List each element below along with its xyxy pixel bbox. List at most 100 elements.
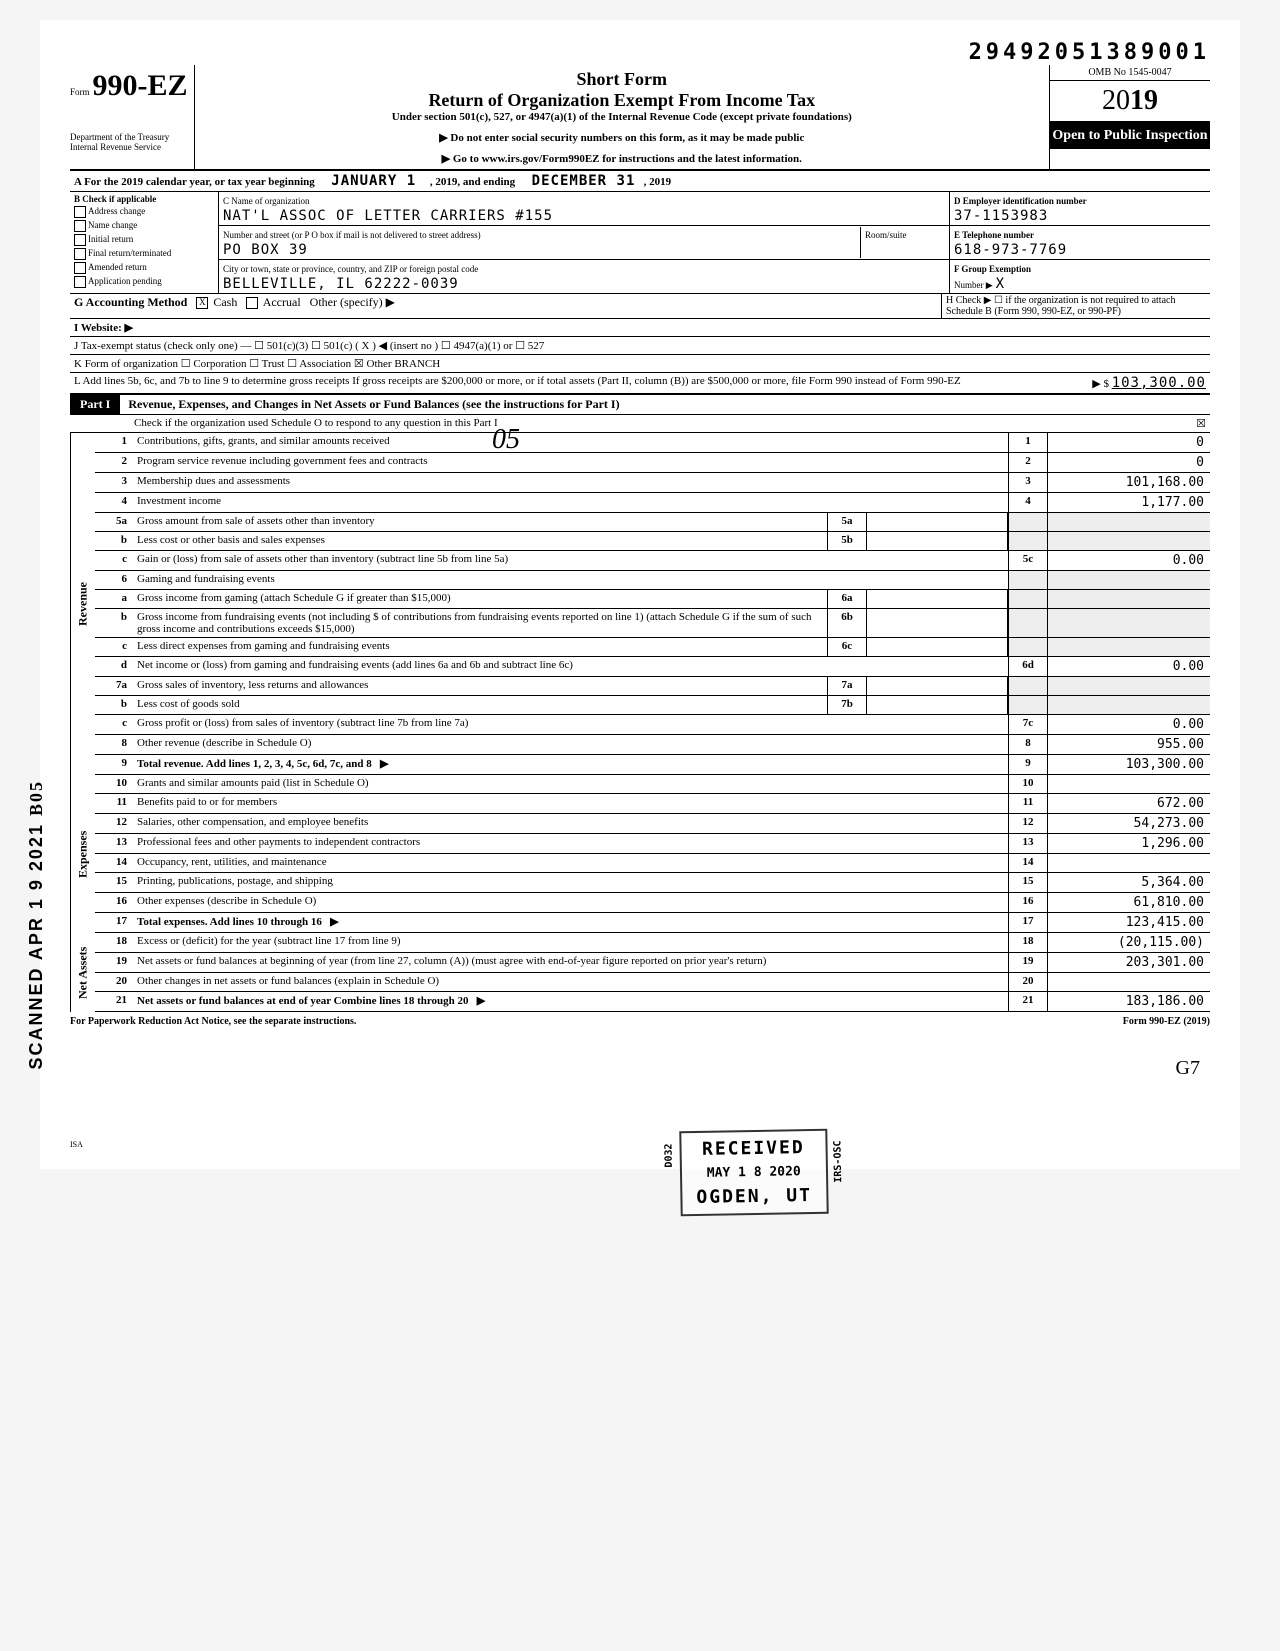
- l9-amt: 103,300.00: [1048, 755, 1210, 774]
- l6-shade-amt: [1048, 571, 1210, 589]
- ein: 37-1153983: [954, 208, 1048, 224]
- l7a-desc: Gross sales of inventory, less returns a…: [133, 677, 827, 695]
- phone: 618-973-7769: [954, 242, 1067, 258]
- org-street: PO BOX 39: [223, 242, 308, 258]
- org-ids: D Employer identification number 37-1153…: [949, 192, 1210, 294]
- part1-tag: Part I: [70, 395, 120, 414]
- part1-check-line: Check if the organization used Schedule …: [70, 415, 1210, 433]
- l11-box: 11: [1008, 794, 1048, 813]
- l2-desc: Program service revenue including govern…: [133, 453, 1008, 472]
- l5c-box: 5c: [1008, 551, 1048, 570]
- l13-amt: 1,296.00: [1048, 834, 1210, 853]
- l5b-shade: [1008, 532, 1048, 550]
- l-text: L Add lines 5b, 6c, and 7b to line 9 to …: [74, 375, 1006, 391]
- l6-desc: Gaming and fundraising events: [133, 571, 1008, 589]
- l19-amt: 203,301.00: [1048, 953, 1210, 972]
- l6c-mini: 6c: [827, 638, 866, 656]
- expenses-section: Expenses 10Grants and similar amounts pa…: [70, 775, 1210, 933]
- accrual-checkbox[interactable]: [246, 297, 258, 309]
- l7b-miniamt: [866, 696, 1008, 714]
- l21-arrow: ▶: [477, 995, 485, 1007]
- l7b-num: b: [95, 696, 133, 714]
- final-return-checkbox[interactable]: [74, 248, 86, 260]
- title-return: Return of Organization Exempt From Incom…: [203, 90, 1041, 111]
- l9-arrow: ▶: [380, 758, 388, 770]
- l8-amt: 955.00: [1048, 735, 1210, 754]
- cal-suffix: , 2019: [644, 176, 672, 188]
- l3-num: 3: [95, 473, 133, 492]
- l13-box: 13: [1008, 834, 1048, 853]
- l6a-miniamt: [866, 590, 1008, 608]
- street-label: Number and street (or P O box if mail is…: [223, 230, 481, 240]
- l6a-shade-amt: [1048, 590, 1210, 608]
- title-box: Short Form Return of Organization Exempt…: [194, 65, 1050, 169]
- l12-box: 12: [1008, 814, 1048, 833]
- l13-desc: Professional fees and other payments to …: [133, 834, 1008, 853]
- l6-num: 6: [95, 571, 133, 589]
- l6d-desc: Net income or (loss) from gaming and fun…: [133, 657, 1008, 676]
- l5b-num: b: [95, 532, 133, 550]
- l9-num: 9: [95, 755, 133, 774]
- open-public-badge: Open to Public Inspection: [1050, 122, 1210, 149]
- scanned-stamp: SCANNED APR 1 9 2021 B05: [26, 780, 47, 1069]
- l3-amt: 101,168.00: [1048, 473, 1210, 492]
- cash-label: Cash: [213, 295, 237, 309]
- form-page: 29492051389001 Form 990-EZ Department of…: [40, 20, 1240, 1169]
- org-city: BELLEVILLE, IL 62222-0039: [223, 276, 459, 292]
- stamp-irs: IRS-OSC: [832, 1140, 844, 1182]
- l1-box: 1: [1008, 433, 1048, 452]
- addr-change-checkbox[interactable]: [74, 206, 86, 218]
- l4-desc: Investment income: [133, 493, 1008, 512]
- g7-mark: G7: [70, 1027, 1210, 1080]
- footer-left: For Paperwork Reduction Act Notice, see …: [70, 1016, 356, 1027]
- l10-box: 10: [1008, 775, 1048, 793]
- l2-num: 2: [95, 453, 133, 472]
- l6b-desc: Gross income from fundraising events (no…: [133, 609, 827, 637]
- amended-checkbox[interactable]: [74, 262, 86, 274]
- l5b-mini: 5b: [827, 532, 866, 550]
- name-change-checkbox[interactable]: [74, 220, 86, 232]
- h-text: H Check ▶ ☐ if the organization is not r…: [941, 294, 1210, 319]
- l12-num: 12: [95, 814, 133, 833]
- right-header-box: OMB No 1545-0047 2019 Open to Public Ins…: [1050, 65, 1210, 169]
- l12-desc: Salaries, other compensation, and employ…: [133, 814, 1008, 833]
- initial-return-checkbox[interactable]: [74, 234, 86, 246]
- l6b-shade-amt: [1048, 609, 1210, 637]
- l19-desc: Net assets or fund balances at beginning…: [133, 953, 1008, 972]
- l6c-desc: Less direct expenses from gaming and fun…: [133, 638, 827, 656]
- calendar-year-row: A For the 2019 calendar year, or tax yea…: [70, 171, 1210, 192]
- l6b-num: b: [95, 609, 133, 637]
- org-name: NAT'L ASSOC OF LETTER CARRIERS #155: [223, 208, 553, 224]
- l9-desc: Total revenue. Add lines 1, 2, 3, 4, 5c,…: [137, 758, 372, 770]
- l20-desc: Other changes in net assets or fund bala…: [133, 973, 1008, 991]
- scho-checkbox[interactable]: ☒: [1196, 417, 1206, 430]
- name-change-label: Name change: [88, 220, 137, 230]
- l6c-miniamt: [866, 638, 1008, 656]
- stamp-received-text: RECEIVED: [695, 1137, 811, 1160]
- l1-amt: 0: [1048, 433, 1210, 452]
- l7c-desc: Gross profit or (loss) from sales of inv…: [133, 715, 1008, 734]
- l5c-desc: Gain or (loss) from sale of assets other…: [133, 551, 1008, 570]
- i-website: I Website: ▶: [70, 319, 1210, 337]
- l11-num: 11: [95, 794, 133, 813]
- l15-box: 15: [1008, 873, 1048, 892]
- part1-title: Revenue, Expenses, and Changes in Net As…: [120, 397, 619, 412]
- form-number: 990-EZ: [93, 84, 188, 98]
- l1-desc: Contributions, gifts, grants, and simila…: [133, 433, 1008, 452]
- l5a-desc: Gross amount from sale of assets other t…: [133, 513, 827, 531]
- cal-end: DECEMBER 31: [532, 173, 636, 189]
- l6a-shade: [1008, 590, 1048, 608]
- app-pending-checkbox[interactable]: [74, 276, 86, 288]
- part1-header: Part I Revenue, Expenses, and Changes in…: [70, 394, 1210, 415]
- l14-desc: Occupancy, rent, utilities, and maintena…: [133, 854, 1008, 872]
- l6b-shade: [1008, 609, 1048, 637]
- l12-amt: 54,273.00: [1048, 814, 1210, 833]
- l-gross-receipts: L Add lines 5b, 6c, and 7b to line 9 to …: [70, 373, 1210, 394]
- k-form-org: K Form of organization ☐ Corporation ☐ T…: [70, 355, 1210, 373]
- l17-amt: 123,415.00: [1048, 913, 1210, 932]
- cash-checkbox[interactable]: X: [196, 297, 208, 309]
- l21-box: 21: [1008, 992, 1048, 1011]
- l10-num: 10: [95, 775, 133, 793]
- l7c-num: c: [95, 715, 133, 734]
- cal-mid: , 2019, and ending: [430, 176, 515, 188]
